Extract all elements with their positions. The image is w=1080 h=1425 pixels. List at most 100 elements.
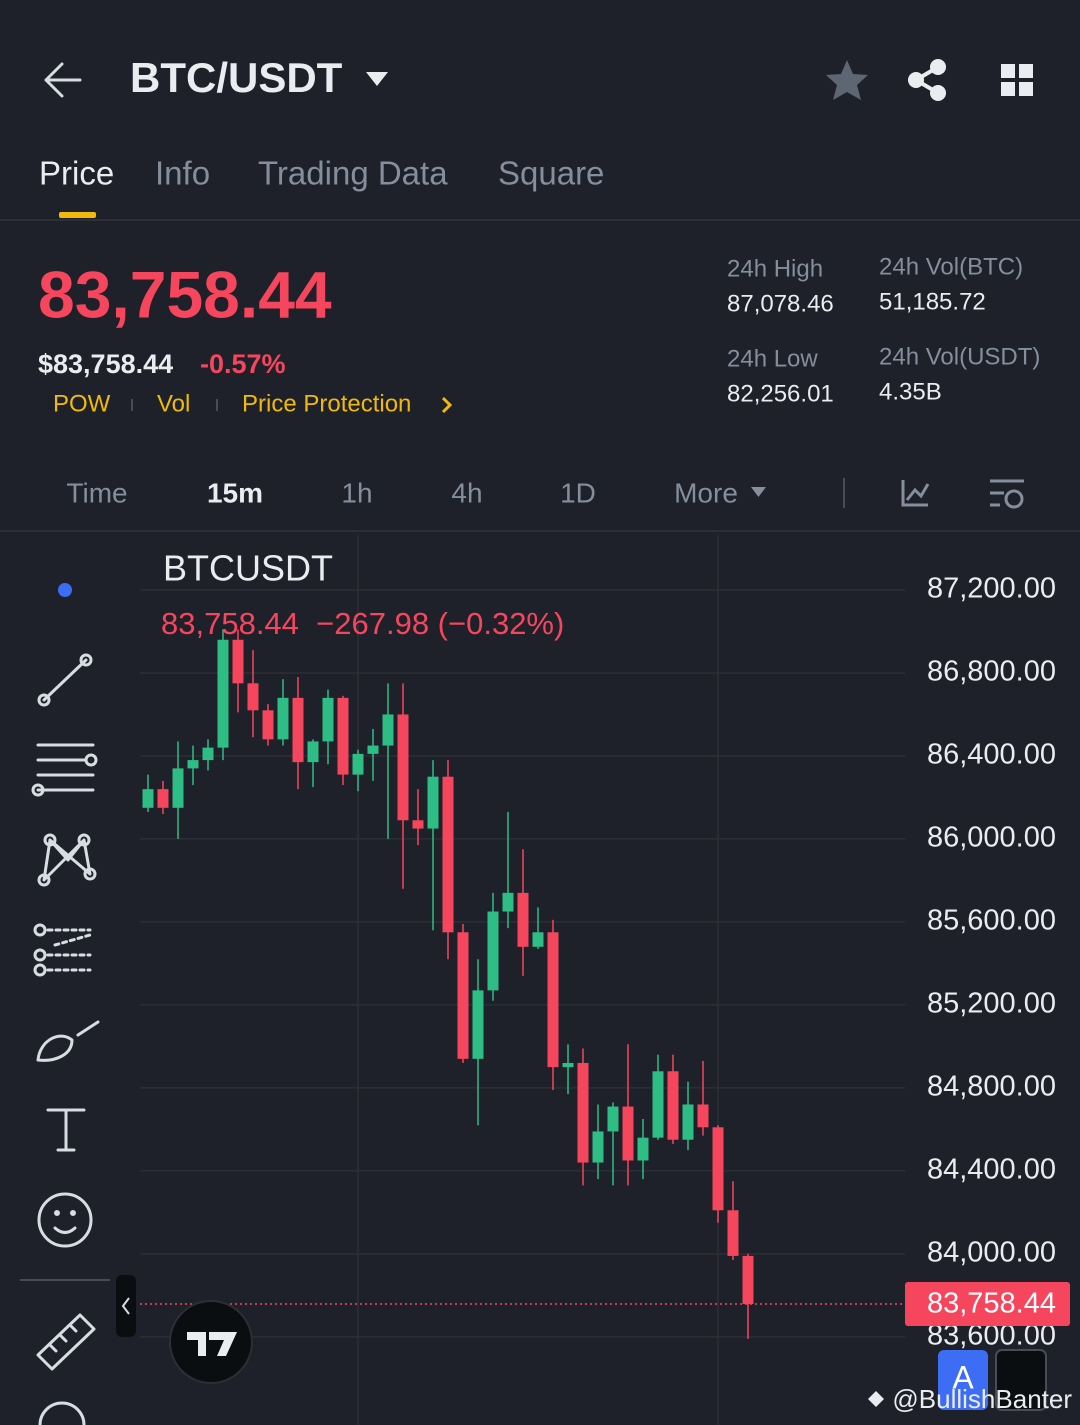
tab[interactable]: Trading Data [258,155,448,192]
candle-body [262,710,274,740]
candle-body [592,1131,604,1163]
interval[interactable]: Time [66,477,127,508]
candle-body [487,911,499,991]
stat-value: 82,256.01 [727,380,834,407]
candle-body [577,1062,589,1163]
candle-body [412,820,424,829]
tab[interactable]: Price [39,155,114,192]
tag[interactable]: Price Protection [242,390,411,417]
candle-body [562,1062,574,1068]
candle-body [667,1071,679,1140]
candle-body [157,789,169,808]
candle-body [322,697,334,742]
interval[interactable]: 15m [207,477,263,508]
candle-body [727,1210,739,1256]
prediction-tool[interactable] [33,923,92,977]
candle-body [697,1104,709,1128]
indicator-icon[interactable] [901,480,930,507]
candle-body [307,741,319,763]
y-tick-label: 86,800.00 [927,656,1056,688]
candle-body [172,768,184,808]
grid-menu-icon[interactable] [1001,64,1033,96]
candle-body [277,697,289,740]
separator [216,399,218,411]
pair-title[interactable]: BTC/USDT [130,54,343,101]
watermark-logo [868,1391,884,1407]
interval[interactable]: 1h [341,477,372,508]
auto-scale-button[interactable] [938,1350,988,1410]
last-price: 83,758.44 [38,257,332,331]
candle-body [232,639,244,684]
candle-body [442,776,454,933]
stat-value: 4.35B [879,378,942,405]
candle-body [292,697,304,763]
y-tick-label: 85,200.00 [927,988,1056,1020]
active-tab-indicator [59,212,96,218]
candle-body [382,714,394,746]
stat-value: 87,078.46 [727,290,834,317]
stat-label: 24h Vol(BTC) [879,253,1023,280]
candle-body [517,892,529,947]
interval[interactable]: 1D [560,477,596,508]
y-tick-label: 86,400.00 [927,739,1056,771]
y-tick-label: 84,400.00 [927,1154,1056,1186]
settings-icon[interactable] [990,479,1024,509]
more-dropdown[interactable] [751,487,766,497]
tag[interactable]: Vol [157,390,190,417]
stat-label: 24h Vol(USDT) [879,343,1040,370]
log-scale-button[interactable] [995,1349,1047,1411]
back-button[interactable] [44,62,82,98]
brush-tool[interactable] [36,1020,100,1062]
trendline-tool[interactable] [37,653,93,707]
collapse-toolbar[interactable] [116,1275,136,1337]
share-icon[interactable] [908,59,946,101]
candle-body [337,697,349,775]
candle-body [637,1137,649,1161]
chart-subtitle: 83,758.44 −267.98 (−0.32%) [161,606,564,641]
ruler-tool[interactable] [36,1313,96,1371]
pattern-tool[interactable] [37,833,97,887]
emoji-tool[interactable] [37,1192,93,1248]
candle-body [547,932,559,1068]
y-tick-label: 85,600.00 [927,905,1056,937]
text-tool[interactable] [46,1108,86,1152]
candle-body [682,1104,694,1140]
candle-body [202,747,214,761]
favorite-icon[interactable] [826,60,868,100]
candle-body [472,990,484,1059]
candle-body [742,1255,754,1304]
chevron[interactable] [441,396,453,414]
candle-body [457,932,469,1059]
tab[interactable]: Info [155,155,210,192]
y-tick-label: 86,000.00 [927,822,1056,854]
chart-title: BTCUSDT [163,548,333,589]
candle-body [217,639,229,748]
stat-label: 24h High [727,255,823,282]
chevron [121,1297,130,1315]
tag[interactable]: POW [53,390,111,417]
y-tick-label: 84,800.00 [927,1071,1056,1103]
tab[interactable]: Square [498,155,604,192]
last-price-tag [905,1281,1070,1326]
interval[interactable]: 4h [451,477,482,508]
candle-body [247,683,259,711]
separator [131,399,133,411]
badge[interactable]: A [952,1359,974,1395]
usd-price: $83,758.44 [38,349,173,379]
candle-body [502,892,514,912]
candle-body [352,753,364,775]
interval[interactable]: More [674,477,738,508]
zoom-tool[interactable] [38,1401,86,1425]
pair-dropdown[interactable] [366,72,388,86]
candle-body [397,714,409,821]
candle-body [712,1127,724,1211]
stat-value: 51,185.72 [879,288,986,315]
fib-tool[interactable] [31,743,98,797]
cursor-tool[interactable] [58,583,72,597]
last-price-label: 83,758.44 [927,1288,1056,1320]
price-change: -0.57% [200,349,286,379]
stat-label: 24h Low [727,345,818,372]
candle-body [607,1106,619,1132]
